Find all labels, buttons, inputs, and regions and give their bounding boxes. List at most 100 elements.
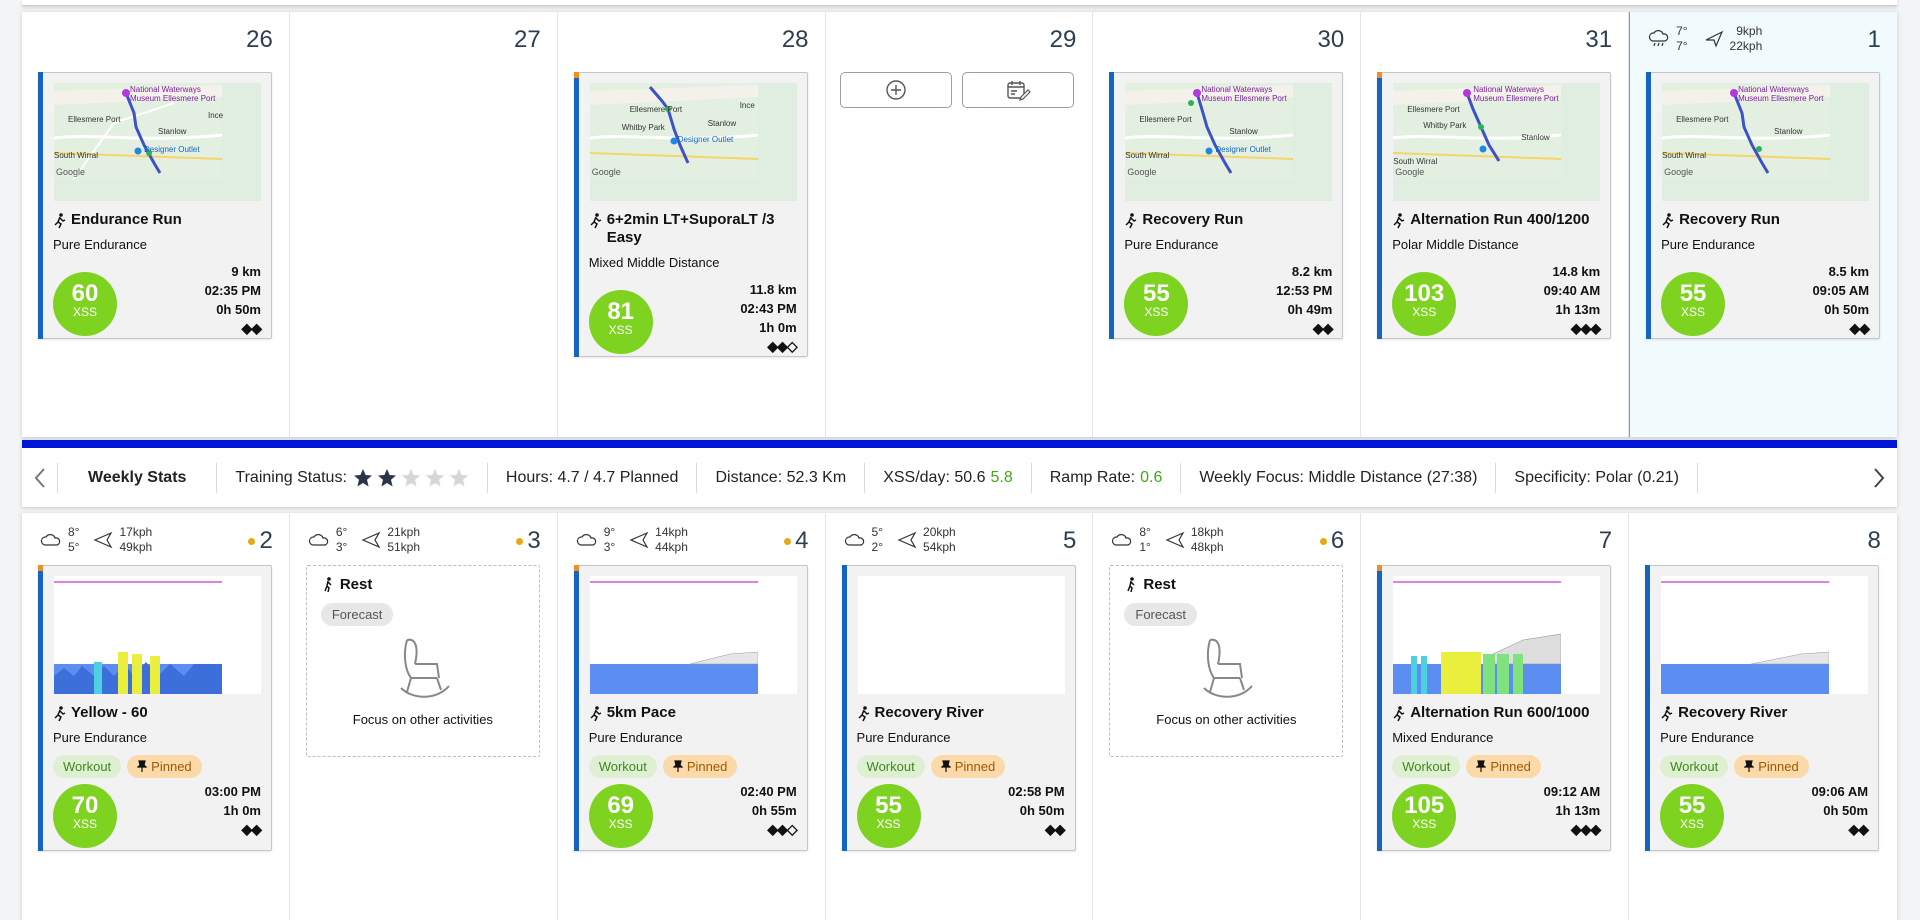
weather-forecast: 7° 7° 9kph 22kph — [1648, 24, 1762, 54]
walking-icon — [324, 576, 332, 592]
chevron-right-icon — [1874, 467, 1885, 488]
day-cell-31[interactable]: 31 National Waterways Museum Ellesmere P… — [1361, 12, 1630, 437]
weekly-focus: Weekly Focus: Middle Distance (27:38) — [1181, 462, 1497, 493]
workout-tag[interactable]: Workout — [53, 755, 122, 778]
map-label: Ince — [208, 111, 224, 120]
temp-low: 3° — [603, 540, 616, 554]
workout-tag[interactable]: Workout — [1392, 755, 1461, 778]
running-icon — [1661, 706, 1673, 722]
add-workout-button[interactable] — [839, 72, 952, 108]
wind-direction-icon — [897, 531, 917, 549]
day-cell-6[interactable]: 8° 1° 18kph 48kph 6 Rest Forecast Focus on othe… — [1093, 513, 1362, 920]
start-time: 09:05 AM — [1812, 283, 1870, 298]
rain-cloud-icon — [1648, 30, 1669, 47]
workout-tag[interactable]: Workout — [856, 755, 925, 778]
route-map[interactable]: National Waterways Museum Ellesmere Port… — [1662, 83, 1870, 201]
day-cell-8[interactable]: 8 Recovery River Pure Endurance Workout Pinn… — [1629, 513, 1897, 920]
activity-title-text: Recovery Run — [1142, 211, 1244, 228]
pinned-tag[interactable]: Pinned — [1466, 755, 1541, 778]
workout-tag[interactable]: Workout — [1660, 755, 1729, 778]
day-cell-2[interactable]: 8° 5° 17kph 49kph 2 Yellow - 60 Pure Endurance… — [22, 513, 290, 920]
workout-tag[interactable]: Workout — [588, 755, 657, 778]
distance: 9 km — [231, 264, 261, 279]
pinned-tag[interactable]: Pinned — [930, 755, 1006, 778]
activity-stats: 11.8 km 02:43 PM 1h 0m ◆◆◇ — [740, 280, 797, 356]
map-label: Whitby Park — [621, 123, 665, 132]
star-icon — [449, 468, 468, 486]
google-logo: Google — [56, 167, 86, 177]
activity-card[interactable]: Recovery River Pure Endurance Workout Pinne… — [1645, 565, 1880, 851]
duration: 0h 49m — [1287, 302, 1333, 317]
day-number-text: 3 — [527, 527, 541, 554]
wind-gust: 22kph — [1729, 39, 1763, 53]
route-map[interactable]: Ellesmere Port Stanlow Ince Whitby Park … — [589, 83, 797, 201]
running-icon — [54, 213, 66, 229]
day-cell-1[interactable]: 7° 7° 9kph 22kph 1 National Waterways Muse… — [1629, 12, 1897, 437]
plan-notes-button[interactable] — [961, 72, 1074, 108]
day-cell-28[interactable]: 28 Ellesmere Port Stanlow Ince Whitby Pa… — [558, 12, 826, 437]
xss-badge: 70 XSS — [53, 784, 117, 848]
previous-week-button[interactable] — [22, 462, 58, 493]
temp-high: 8° — [1139, 525, 1151, 539]
wind-direction-icon — [361, 531, 381, 549]
activity-subtitle: Pure Endurance — [1124, 237, 1219, 252]
status-dot — [516, 538, 524, 546]
temp-high: 7° — [1676, 24, 1688, 38]
day-cell-3[interactable]: 6° 3° 21kph 51kph 3 Rest Forecast Focus on othe… — [290, 513, 558, 920]
day-number: 29 — [1049, 26, 1077, 53]
weekly-hours: Hours: 4.7 / 4.7 Planned — [488, 462, 698, 493]
activity-card[interactable]: Yellow - 60 Pure Endurance Workout Pinned 70… — [38, 565, 272, 851]
start-time: 02:35 PM — [204, 283, 261, 298]
wind-direction-icon — [1165, 531, 1185, 549]
route-map[interactable]: National Waterways Museum Ellesmere Port… — [54, 83, 261, 201]
activity-card[interactable]: National Waterways Museum Ellesmere Port… — [1646, 72, 1881, 339]
pin-icon — [1743, 760, 1755, 772]
activity-subtitle: Mixed Endurance — [1392, 730, 1494, 745]
activity-card[interactable]: Ellesmere Port Stanlow Ince Whitby Park … — [573, 72, 808, 357]
activity-card[interactable]: National Waterways Museum Ellesmere Port… — [1109, 72, 1344, 339]
wind-speed: 9kph — [1736, 24, 1763, 38]
day-cell-4[interactable]: 9° 3° 14kph 44kph 4 5km Pace Pure Endurance Wor… — [558, 513, 826, 920]
pinned-tag-label: Pinned — [151, 759, 192, 774]
duration: 0h 50m — [1824, 302, 1870, 317]
walking-icon — [1127, 576, 1135, 592]
day-cell-26[interactable]: 26 National Waterways Museum Ellesmere P… — [22, 12, 290, 437]
running-icon — [1662, 213, 1674, 229]
day-number: 7 — [1599, 527, 1612, 555]
next-week-button[interactable] — [1861, 463, 1897, 493]
activity-stats: 8.5 km 09:05 AM 0h 50m ◆◆ — [1812, 262, 1870, 338]
day-cell-7[interactable]: 7 Alternation Run 600/1000 Mixed Endurance… — [1361, 513, 1630, 920]
route-map[interactable]: National Waterways Museum Ellesmere Port… — [1125, 83, 1333, 201]
pinned-tag[interactable]: Pinned — [127, 755, 202, 778]
route-map[interactable]: National Waterways Museum Ellesmere Port… — [1393, 83, 1601, 201]
running-icon — [1393, 213, 1405, 229]
cloud-icon — [1112, 534, 1132, 546]
start-time: 02:40 PM — [740, 784, 797, 799]
activity-subtitle: Pure Endurance — [53, 730, 147, 745]
map-label: Ellesmere Port — [1139, 115, 1192, 124]
activity-title: Recovery River — [1660, 704, 1870, 722]
rest-day-card[interactable]: Rest Forecast Focus on other activities — [1109, 565, 1344, 757]
day-cell-30[interactable]: 30 National Waterways Museum Ellesmere P… — [1093, 12, 1362, 437]
activity-stats: 02:58 PM 0h 50m ◆◆ — [1008, 782, 1065, 839]
activity-card[interactable]: National Waterways Museum Ellesmere Port… — [38, 72, 272, 339]
day-cell-29[interactable]: 29 — [826, 12, 1094, 437]
pinned-tag[interactable]: Pinned — [1734, 755, 1809, 778]
rest-day-card[interactable]: Rest Forecast Focus on other activities — [305, 565, 540, 757]
start-time: 09:06 AM — [1811, 784, 1869, 799]
pinned-tag[interactable]: Pinned — [662, 755, 738, 778]
activity-stats: 9 km 02:35 PM 0h 50m ◆◆ — [204, 262, 262, 338]
day-cell-27[interactable]: 27 — [290, 12, 558, 437]
duration: 1h 13m — [1555, 302, 1601, 317]
day-number-text: 4 — [795, 527, 809, 554]
activity-card[interactable]: Alternation Run 600/1000 Mixed Endurance W… — [1377, 565, 1612, 851]
day-number: 4 — [784, 527, 809, 555]
intensity-diamonds: ◆◆ — [241, 320, 262, 336]
activity-subtitle: Pure Endurance — [53, 237, 147, 252]
activity-card[interactable]: National Waterways Museum Ellesmere Port… — [1377, 72, 1612, 339]
rest-message: Focus on other activities — [352, 712, 493, 727]
activity-card[interactable]: null Recovery River Pure Endurance Workout P… — [841, 565, 1076, 851]
weather-forecast: 8° 1° 18kph 48kph — [1111, 525, 1224, 555]
activity-card[interactable]: 5km Pace Pure Endurance Workout Pinned 69 XSS… — [573, 565, 808, 851]
